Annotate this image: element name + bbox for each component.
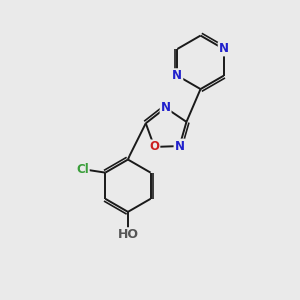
Text: N: N — [160, 101, 171, 114]
Text: O: O — [149, 140, 159, 153]
Text: Cl: Cl — [76, 163, 89, 176]
Text: HO: HO — [117, 228, 138, 241]
Text: N: N — [219, 42, 229, 56]
Text: N: N — [175, 140, 184, 153]
Text: N: N — [172, 69, 182, 82]
